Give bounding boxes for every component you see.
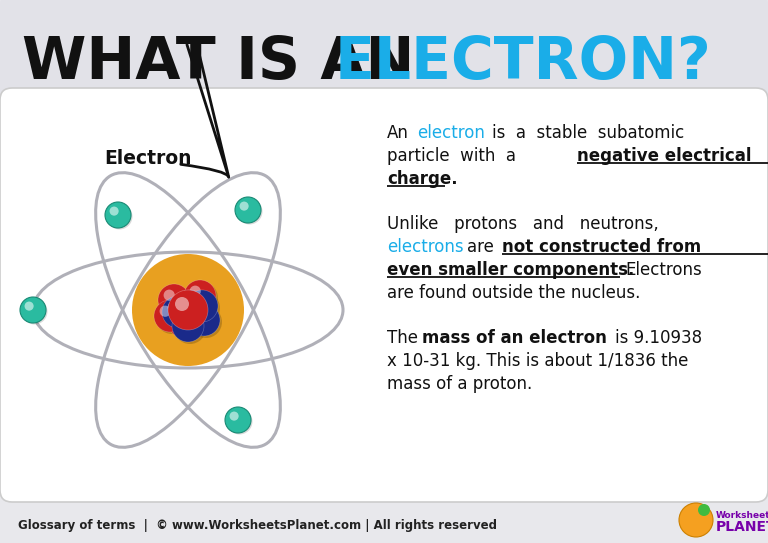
Circle shape bbox=[132, 254, 244, 366]
Circle shape bbox=[230, 412, 239, 421]
Text: mass of a proton.: mass of a proton. bbox=[387, 375, 532, 393]
Circle shape bbox=[227, 408, 253, 434]
Text: x 10-31 kg. This is about 1/1836 the: x 10-31 kg. This is about 1/1836 the bbox=[387, 352, 688, 370]
Circle shape bbox=[186, 290, 218, 322]
Text: is 9.10938: is 9.10938 bbox=[615, 329, 702, 347]
Circle shape bbox=[175, 297, 189, 311]
Text: Unlike   protons   and   neutrons,: Unlike protons and neutrons, bbox=[387, 215, 659, 233]
Circle shape bbox=[168, 306, 200, 338]
Circle shape bbox=[25, 301, 34, 311]
Text: An: An bbox=[387, 124, 409, 142]
Circle shape bbox=[184, 280, 216, 312]
Circle shape bbox=[188, 292, 220, 324]
Text: Worksheets: Worksheets bbox=[716, 510, 768, 520]
Text: is  a  stable  subatomic: is a stable subatomic bbox=[492, 124, 684, 142]
Text: ELECTRON?: ELECTRON? bbox=[335, 34, 712, 91]
Circle shape bbox=[180, 300, 212, 332]
Circle shape bbox=[191, 295, 203, 307]
Circle shape bbox=[186, 282, 218, 314]
Circle shape bbox=[184, 304, 195, 315]
Text: The: The bbox=[387, 329, 418, 347]
Circle shape bbox=[679, 503, 713, 537]
FancyBboxPatch shape bbox=[0, 88, 768, 502]
Circle shape bbox=[235, 197, 261, 223]
Circle shape bbox=[190, 286, 200, 297]
Text: electron: electron bbox=[417, 124, 485, 142]
Circle shape bbox=[180, 295, 190, 307]
Circle shape bbox=[164, 298, 196, 330]
Circle shape bbox=[188, 304, 220, 336]
Circle shape bbox=[158, 284, 190, 316]
Circle shape bbox=[160, 286, 192, 318]
Circle shape bbox=[105, 202, 131, 228]
Text: Electrons: Electrons bbox=[625, 261, 702, 279]
Circle shape bbox=[110, 206, 118, 216]
FancyBboxPatch shape bbox=[0, 0, 768, 104]
Circle shape bbox=[164, 289, 175, 301]
Circle shape bbox=[154, 300, 186, 332]
Text: Glossary of terms  |  © www.WorksheetsPlanet.com | All rights reserved: Glossary of terms | © www.WorksheetsPlan… bbox=[18, 520, 497, 533]
Text: are found outside the nucleus.: are found outside the nucleus. bbox=[387, 284, 641, 302]
Circle shape bbox=[190, 306, 222, 338]
Circle shape bbox=[172, 310, 204, 342]
Circle shape bbox=[160, 306, 170, 317]
Text: electrons: electrons bbox=[387, 238, 464, 256]
Circle shape bbox=[168, 290, 208, 330]
Circle shape bbox=[177, 315, 189, 327]
Circle shape bbox=[698, 504, 710, 516]
Circle shape bbox=[156, 302, 188, 334]
Circle shape bbox=[162, 296, 194, 328]
Circle shape bbox=[174, 312, 206, 344]
Circle shape bbox=[237, 199, 263, 224]
Circle shape bbox=[167, 301, 179, 313]
Text: negative electrical: negative electrical bbox=[577, 147, 752, 165]
Text: not constructed from: not constructed from bbox=[502, 238, 701, 256]
Circle shape bbox=[107, 204, 133, 230]
Circle shape bbox=[174, 290, 206, 322]
Text: charge.: charge. bbox=[387, 170, 458, 188]
Text: Electron: Electron bbox=[104, 148, 192, 167]
Circle shape bbox=[176, 292, 208, 324]
Text: particle  with  a: particle with a bbox=[387, 147, 516, 165]
Circle shape bbox=[225, 407, 251, 433]
Text: mass of an electron: mass of an electron bbox=[422, 329, 607, 347]
Text: WHAT IS AN: WHAT IS AN bbox=[22, 34, 435, 91]
Circle shape bbox=[174, 312, 185, 323]
Circle shape bbox=[240, 201, 249, 211]
Circle shape bbox=[170, 308, 202, 340]
Circle shape bbox=[22, 299, 48, 325]
Text: PLANET: PLANET bbox=[716, 520, 768, 534]
Circle shape bbox=[178, 298, 210, 330]
Text: even smaller components.: even smaller components. bbox=[387, 261, 634, 279]
Text: are: are bbox=[467, 238, 494, 256]
Circle shape bbox=[20, 297, 46, 323]
Circle shape bbox=[194, 310, 205, 321]
